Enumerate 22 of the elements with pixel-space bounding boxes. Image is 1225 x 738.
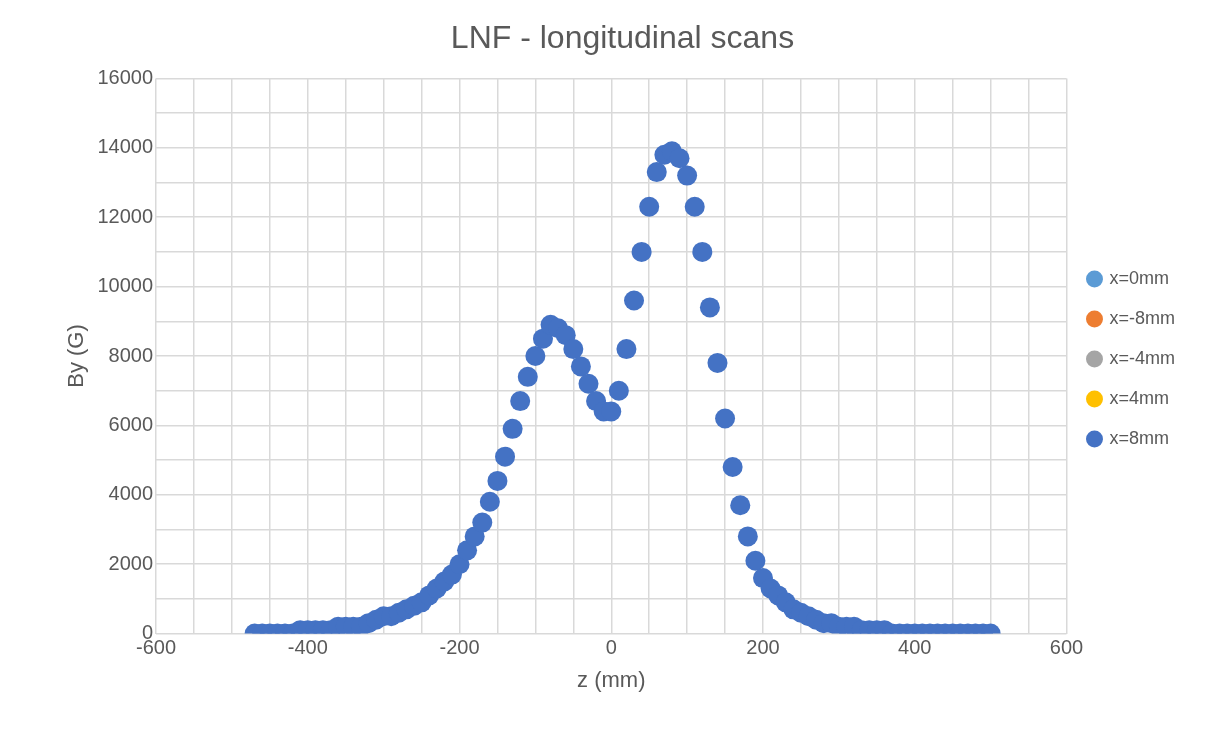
legend-label: x=-8mm <box>1109 307 1176 328</box>
legend-label: x=-4mm <box>1109 347 1176 368</box>
y-tick-label: 8000 <box>108 343 154 366</box>
legend-label: x=8mm <box>1109 427 1170 448</box>
x-tick-label: 600 <box>1049 636 1084 659</box>
chart-title: LNF - longitudinal scans <box>450 19 795 56</box>
x-axis-title: z (mm) <box>577 666 646 692</box>
x-tick-label: -200 <box>439 636 480 659</box>
x-tick-label: -400 <box>287 636 328 659</box>
y-tick-label: 16000 <box>97 65 154 88</box>
y-axis-title: By (G) <box>63 324 89 388</box>
x-tick-label: 400 <box>898 636 932 659</box>
x-tick-label: 0 <box>605 636 617 659</box>
y-tick-label: 10000 <box>97 274 154 297</box>
y-tick-label: 14000 <box>97 135 154 158</box>
y-tick-label: 12000 <box>97 204 154 227</box>
y-tick-label: 2000 <box>108 551 154 574</box>
legend-label: x=4mm <box>1109 387 1170 408</box>
legend-label: x=0mm <box>1109 267 1170 288</box>
y-tick-label: 4000 <box>108 482 154 505</box>
x-tick-label: 200 <box>746 636 780 659</box>
y-tick-label: 6000 <box>108 412 154 435</box>
